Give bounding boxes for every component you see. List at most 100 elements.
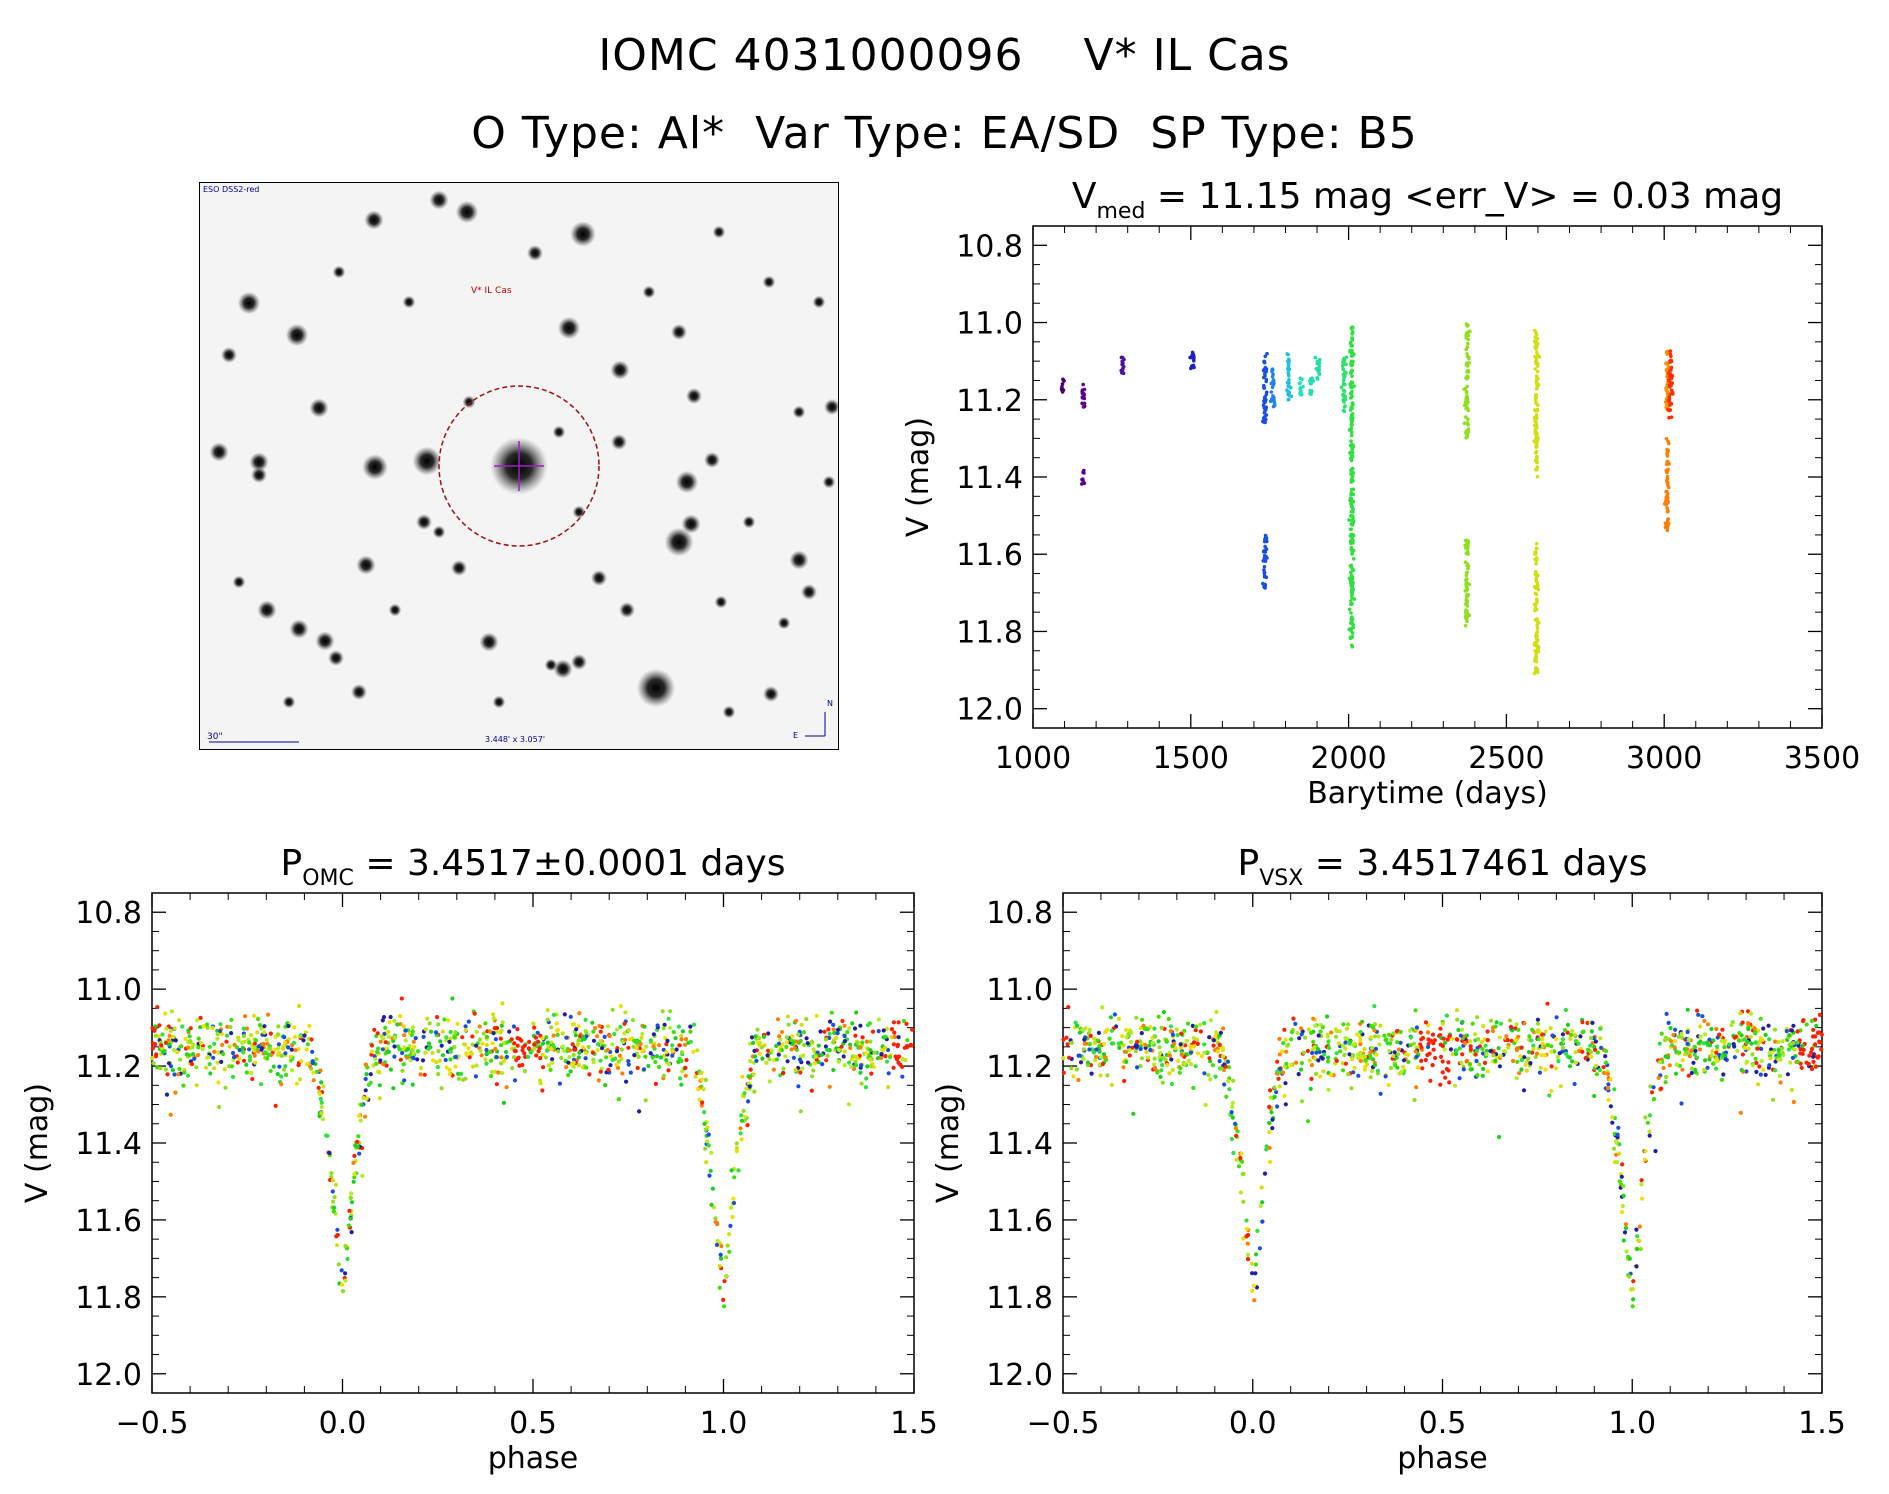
star-51: [611, 434, 627, 450]
phase-omc-plot-point: [381, 1062, 386, 1067]
lc-point-17: [1533, 670, 1538, 674]
phase-omc-plot-point: [388, 1067, 393, 1072]
lc-point-13: [1351, 359, 1355, 364]
lc-point-12: [1342, 393, 1347, 398]
phase-omc-plot-point: [756, 1040, 761, 1045]
phase-vsx-plot-point: [1696, 1041, 1701, 1046]
lc-point-20: [1669, 374, 1673, 378]
phase-vsx-plot-point: [1392, 1050, 1397, 1055]
lc-point-16: [1533, 432, 1538, 436]
lc-point-17: [1532, 641, 1537, 645]
phase-omc-plot-point: [866, 1047, 871, 1052]
phase-vsx-plot-point: [1740, 1052, 1745, 1057]
lc-point-15: [1464, 611, 1468, 615]
phase-vsx-plot-point: [1431, 1047, 1436, 1052]
lc-point-14: [1465, 421, 1470, 425]
phase-vsx-plot-point: [1445, 1037, 1450, 1042]
lc-point-16: [1535, 361, 1540, 366]
phase-omc-plot-point: [859, 1043, 865, 1048]
phase-omc-plot-point: [275, 1071, 280, 1077]
phase-omc-plot-point: [884, 1059, 890, 1064]
phase-vsx-plot-point: [1158, 1074, 1163, 1079]
phase-vsx-plot-point: [1766, 1065, 1771, 1070]
phase-vsx-plot-point: [1120, 1034, 1125, 1039]
phase-vsx-plot-point: [1268, 1106, 1273, 1111]
phase-vsx-plot-point: [1464, 1059, 1469, 1064]
phase-vsx-plot-point: [1748, 1022, 1753, 1027]
phase-omc-plot-point: [903, 1058, 908, 1063]
phase-vsx-plot-point: [1294, 1060, 1299, 1065]
phase-omc-plot-point: [222, 1067, 227, 1072]
lc-point-17: [1534, 561, 1538, 566]
phase-omc-plot-point: [190, 1045, 195, 1050]
phase-omc-plot-point: [265, 1041, 270, 1047]
phase-omc-plot-point: [883, 1034, 888, 1039]
phase-omc-plot-point: [855, 1040, 860, 1045]
lc-point-13: [1350, 354, 1355, 358]
phase-vsx-plot-point: [1188, 1050, 1194, 1055]
star-33: [388, 603, 402, 617]
phase-vsx-plot-point: [1610, 1115, 1615, 1120]
star-20: [257, 600, 277, 620]
phase-omc-plot-point: [207, 1062, 212, 1067]
phase-omc-plot-point: [378, 1058, 383, 1063]
phase-vsx-plot-point: [1473, 1038, 1478, 1043]
phase-omc-plot-point: [488, 1029, 494, 1035]
lc-point-15: [1463, 543, 1467, 548]
phase-omc-plot-point: [605, 1024, 611, 1029]
phase-vsx-plot-point: [1340, 1043, 1346, 1048]
phase-vsx-plot-point: [1340, 1068, 1346, 1073]
phase-omc-plot-point: [857, 1056, 862, 1061]
phase-omc-plot-point: [584, 1050, 589, 1055]
phase-vsx-plot-point: [1162, 1026, 1167, 1031]
phase-omc-plot-point: [602, 1034, 607, 1039]
compass-icon: N E: [793, 699, 833, 740]
phase-omc-plot-point: [254, 1046, 259, 1051]
phase-omc-plot-point: [540, 1052, 545, 1057]
phase-vsx-plot-point: [1517, 1045, 1522, 1050]
phase-omc-plot-point: [854, 1010, 859, 1015]
phase-vsx-plot-point: [1244, 1234, 1249, 1239]
lc-point-5: [1262, 406, 1267, 410]
phase-vsx-plot-point: [1560, 1032, 1565, 1037]
phase-vsx-plot-point: [1781, 1052, 1786, 1057]
phase_omc-frame: [151, 892, 915, 1394]
phase-omc-plot-point: [481, 1031, 486, 1036]
phase-vsx-plot-point: [1414, 1025, 1419, 1030]
phase-omc-plot-point: [707, 1173, 712, 1178]
phase-vsx-plot-point: [1378, 1023, 1383, 1028]
phase-vsx-plot-point: [1311, 1043, 1316, 1048]
phase-vsx-plot-point: [1592, 1034, 1597, 1039]
lc-point-16: [1534, 380, 1539, 385]
lc-point-15: [1465, 615, 1469, 619]
lc-point-18: [1665, 407, 1670, 411]
phase-omc-plot-point: [616, 1059, 622, 1064]
phase-vsx-plot-point: [1489, 1048, 1495, 1053]
phase-vsx-plot-point: [1168, 1024, 1174, 1029]
phase-omc-plot-point: [765, 1052, 770, 1057]
lc-point-16: [1535, 474, 1540, 479]
phase-vsx-plot-point: [1588, 1020, 1593, 1025]
phase-omc-plot-point: [168, 1061, 173, 1066]
phase-omc-plot-point: [718, 1256, 724, 1261]
phase-vsx-plot-point: [1726, 1043, 1731, 1048]
phase-vsx-plot-point: [1392, 1056, 1397, 1061]
phase-vsx-plot-point: [1318, 1029, 1323, 1034]
phase-vsx-plot-point: [1181, 1062, 1186, 1067]
lc-point-16: [1534, 347, 1538, 351]
phase-vsx-plot-point: [1707, 1043, 1713, 1048]
phase-vsx-plot-point: [1271, 1115, 1276, 1121]
phase-vsx-plot-point: [1509, 1025, 1514, 1030]
phase-vsx-plot-point: [1348, 1038, 1353, 1043]
phase-vsx-plot-point: [1269, 1105, 1274, 1110]
lc-point-5: [1264, 379, 1268, 384]
lc-point-19: [1665, 498, 1669, 503]
phase-omc-plot-point: [198, 1015, 203, 1021]
phase-omc-plot-point: [650, 1054, 655, 1059]
phase-vsx-plot-point: [1369, 1023, 1374, 1028]
phase-vsx-plot-point: [1774, 1053, 1779, 1058]
phase-omc-plot-point: [734, 1146, 740, 1151]
phase-omc-plot-point: [548, 1046, 553, 1051]
phase-vsx-plot-point: [1401, 1071, 1406, 1076]
phase-vsx-plot-point: [1199, 1054, 1204, 1059]
